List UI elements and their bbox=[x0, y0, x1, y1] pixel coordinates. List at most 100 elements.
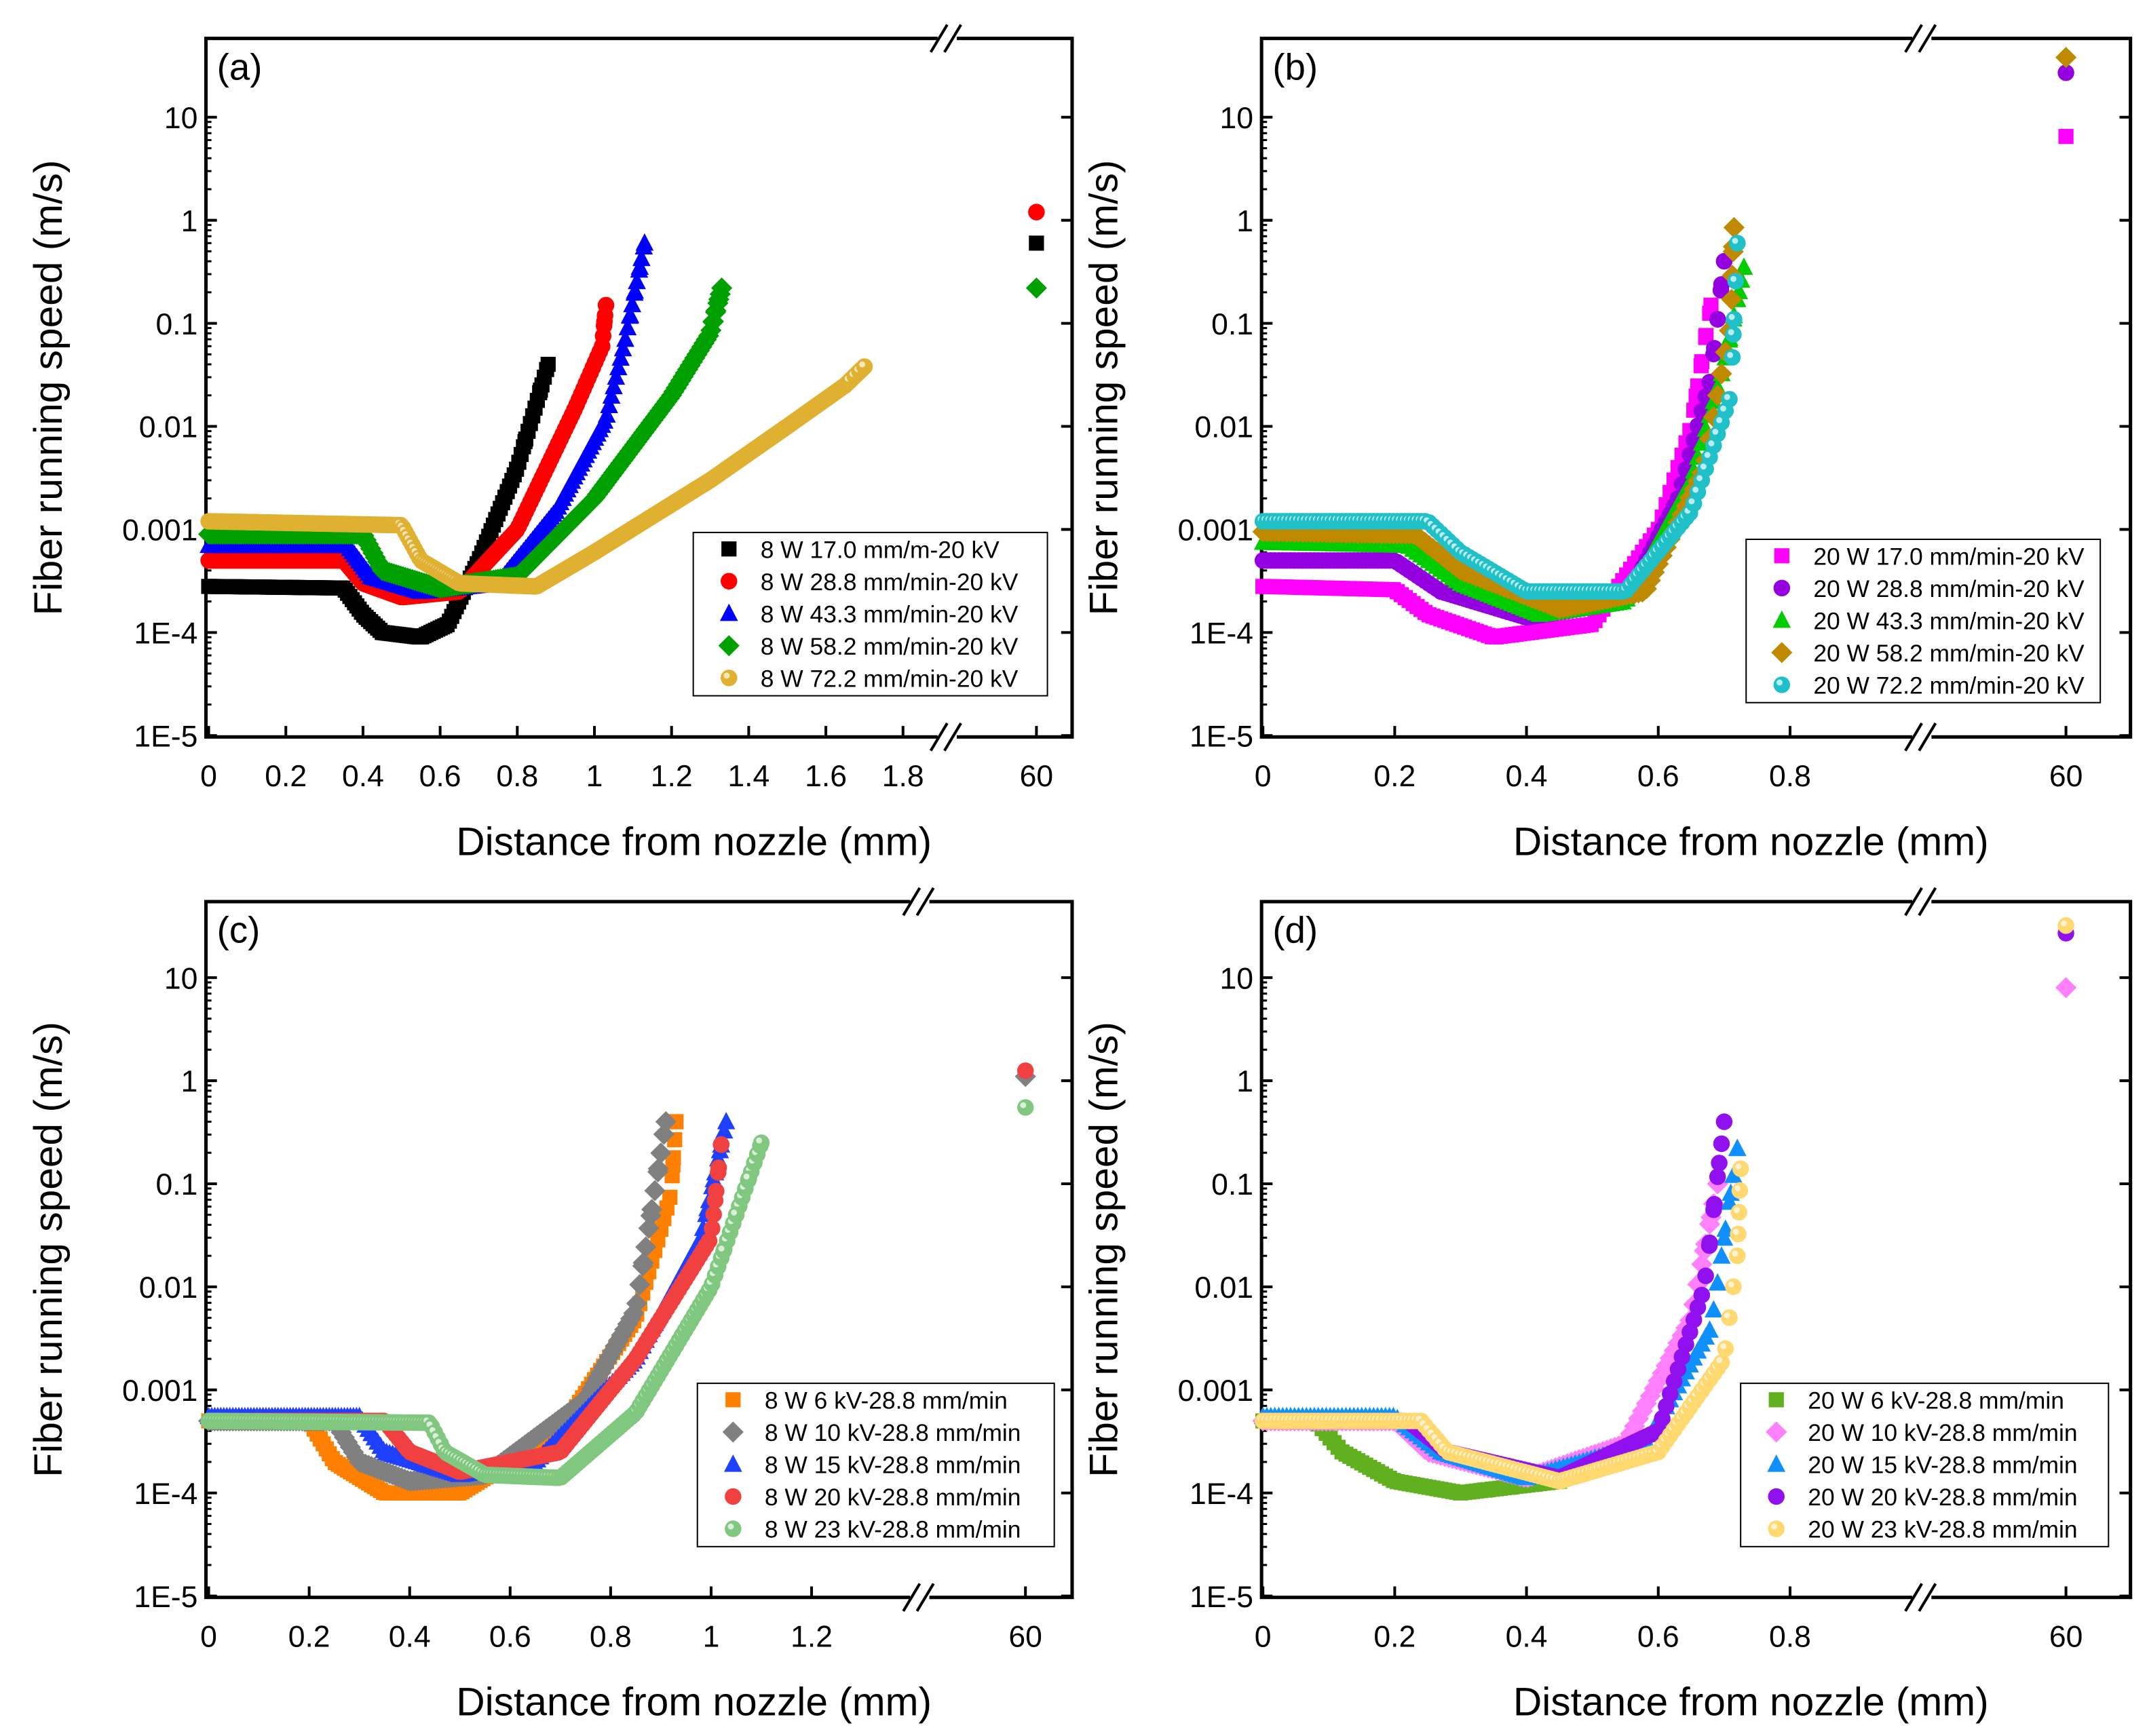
data-point bbox=[1709, 1168, 1726, 1185]
data-point-highlight bbox=[731, 1209, 738, 1216]
data-point bbox=[1722, 241, 1744, 263]
data-point bbox=[705, 300, 727, 322]
x-tick-label: 60 bbox=[2049, 1621, 2083, 1654]
legend-label: 8 W 20 kV-28.8 mm/min bbox=[765, 1484, 1021, 1511]
axis-break-mark bbox=[943, 722, 962, 752]
data-point bbox=[1732, 1160, 1749, 1178]
y-axis-label: Fiber running speed (m/s) bbox=[1082, 1022, 1126, 1478]
legend-label: 8 W 15 kV-28.8 mm/min bbox=[765, 1452, 1021, 1479]
legend-label: 20 W 10 kV-28.8 mm/min bbox=[1808, 1419, 2077, 1446]
data-point-highlight bbox=[1716, 417, 1723, 423]
y-tick-label: 10 bbox=[164, 962, 197, 995]
legend-marker bbox=[725, 1520, 742, 1537]
legend-label: 20 W 15 kV-28.8 mm/min bbox=[1808, 1452, 2077, 1479]
data-point bbox=[1716, 1219, 1735, 1237]
data-point-highlight bbox=[1716, 1357, 1723, 1364]
y-tick-label: 10 bbox=[1220, 102, 1254, 135]
data-point bbox=[1709, 311, 1726, 328]
axis-break-mark bbox=[1918, 887, 1937, 917]
x-tick-label: 0.4 bbox=[1506, 1621, 1548, 1654]
series-5 bbox=[200, 1099, 1034, 1486]
x-tick-label: 1.6 bbox=[805, 760, 847, 793]
legend-marker bbox=[1768, 1488, 1785, 1505]
legend-marker bbox=[721, 670, 738, 687]
axis-break-mark bbox=[902, 1583, 922, 1612]
data-point bbox=[708, 1182, 725, 1200]
data-point bbox=[1711, 363, 1732, 385]
data-point bbox=[1693, 358, 1709, 374]
y-tick-label: 0.1 bbox=[1211, 1168, 1253, 1201]
y-tick-label: 1E-5 bbox=[134, 1581, 197, 1614]
data-point bbox=[644, 1180, 666, 1201]
data-point-highlight bbox=[718, 1246, 725, 1252]
data-point bbox=[1713, 1135, 1730, 1153]
data-point-highlight bbox=[1728, 329, 1734, 336]
x-tick-label: 0.8 bbox=[590, 1621, 632, 1654]
data-point bbox=[717, 1112, 736, 1130]
legend-marker-highlight bbox=[723, 672, 730, 679]
plot-frame bbox=[204, 900, 1074, 1600]
data-point-highlight bbox=[1734, 1185, 1741, 1191]
legend-marker bbox=[1768, 1392, 1784, 1408]
x-tick-label: 0.4 bbox=[1506, 760, 1548, 793]
data-point bbox=[640, 1205, 662, 1227]
data-point bbox=[607, 367, 626, 385]
data-point bbox=[628, 271, 646, 290]
y-tick-label: 0.1 bbox=[155, 308, 197, 341]
legend-marker bbox=[721, 573, 738, 590]
y-tick-label: 0.01 bbox=[1194, 411, 1253, 444]
legend-marker bbox=[723, 1454, 742, 1472]
y-tick-label: 0.01 bbox=[1194, 1271, 1253, 1305]
legend-label: 20 W 58.2 mm/min-20 kV bbox=[1813, 640, 2085, 667]
legend-marker bbox=[1774, 548, 1789, 564]
legend: 8 W 17.0 mm/m-20 kV 8 W 28.8 mm/min-20 kV… bbox=[692, 531, 1048, 697]
y-axis-label: Fiber running speed (m/s) bbox=[26, 1022, 71, 1478]
y-tick-label: 0.001 bbox=[122, 1374, 197, 1408]
data-point-highlight bbox=[1708, 440, 1715, 446]
data-point bbox=[626, 1292, 647, 1314]
y-tick-label: 10 bbox=[164, 102, 197, 135]
data-point bbox=[662, 1189, 678, 1205]
y-tick-label: 1 bbox=[1236, 1065, 1253, 1098]
data-point bbox=[616, 329, 634, 347]
data-point bbox=[540, 356, 556, 372]
data-point bbox=[856, 358, 873, 375]
x-tick-label: 0.4 bbox=[389, 1621, 431, 1654]
x-tick-label: 0.2 bbox=[288, 1621, 330, 1654]
data-point bbox=[602, 386, 621, 404]
x-tick-label: 0.2 bbox=[1373, 1621, 1416, 1654]
y-tick-label: 0.01 bbox=[139, 411, 198, 444]
data-point bbox=[613, 339, 632, 357]
y-tick-label: 1 bbox=[181, 1065, 198, 1098]
legend: 20 W 17.0 mm/min-20 kV 20 W 28.8 mm/min-2… bbox=[1745, 538, 2102, 703]
y-tick-label: 1E-4 bbox=[134, 1478, 197, 1511]
data-point-highlight bbox=[1724, 1312, 1730, 1319]
axis-break-mark bbox=[943, 24, 962, 53]
y-tick-label: 1E-4 bbox=[1190, 617, 1253, 651]
legend-label: 20 W 43.3 mm/min-20 kV bbox=[1813, 608, 2085, 635]
data-point bbox=[517, 433, 533, 450]
y-tick-label: 0.001 bbox=[122, 514, 197, 547]
data-point bbox=[609, 358, 628, 376]
y-axis-label: Fiber running speed (m/s) bbox=[26, 160, 71, 616]
axis-break-mark bbox=[902, 887, 922, 917]
data-point bbox=[611, 348, 630, 366]
data-point bbox=[1721, 391, 1738, 408]
axis-break-mark bbox=[929, 722, 949, 752]
data-point bbox=[1639, 1385, 1661, 1407]
axis-break-mark bbox=[929, 24, 949, 53]
x-axis-label: Distance from nozzle (mm) bbox=[456, 1680, 932, 1724]
legend-label: 8 W 43.3 mm/min-20 kV bbox=[761, 600, 1019, 628]
x-tick-label: 0 bbox=[200, 1621, 217, 1654]
data-point-at-60 bbox=[2057, 917, 2074, 934]
data-point bbox=[753, 1134, 770, 1151]
data-point-highlight bbox=[1730, 275, 1736, 282]
data-point bbox=[533, 382, 548, 398]
data-point bbox=[664, 1168, 680, 1184]
plot-frame bbox=[1259, 900, 2133, 1600]
legend-box bbox=[1740, 1383, 2110, 1547]
data-point bbox=[1703, 297, 1719, 313]
legend-label: 8 W 58.2 mm/min-20 kV bbox=[761, 633, 1019, 660]
data-point bbox=[1720, 1192, 1738, 1210]
x-tick-label: 0 bbox=[1255, 1621, 1272, 1654]
